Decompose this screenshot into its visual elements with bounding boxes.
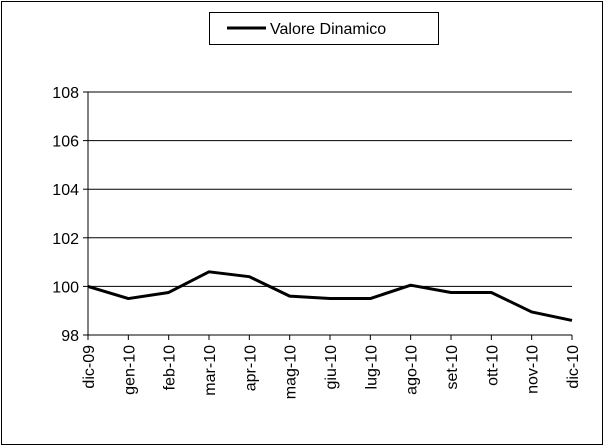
y-tick-label: 108 xyxy=(52,85,79,102)
x-tick-label: lug-10 xyxy=(363,345,380,390)
x-tick-label: ott-10 xyxy=(484,345,501,386)
data-line xyxy=(87,270,573,322)
x-tick-label: apr-10 xyxy=(242,345,259,391)
x-tick-label: giu-10 xyxy=(323,345,340,390)
x-tick-label: dic-10 xyxy=(565,345,582,389)
y-tick-label: 106 xyxy=(52,134,79,151)
x-tick-label: nov-10 xyxy=(525,345,542,394)
x-tick-label: dic-09 xyxy=(81,345,98,389)
x-tick-label: set-10 xyxy=(444,345,461,390)
x-tick-label: feb-10 xyxy=(162,345,179,390)
y-tick-label: 98 xyxy=(61,328,79,345)
x-tick-label: gen-10 xyxy=(121,345,138,395)
legend-label: Valore Dinamico xyxy=(270,21,386,38)
y-tick-label: 100 xyxy=(52,279,79,296)
x-tick-label: mag-10 xyxy=(283,345,300,399)
x-tick-label: mar-10 xyxy=(202,345,219,396)
y-tick-label: 102 xyxy=(52,231,79,248)
y-tick-label: 104 xyxy=(52,182,79,199)
x-tick-label: ago-10 xyxy=(404,345,421,395)
